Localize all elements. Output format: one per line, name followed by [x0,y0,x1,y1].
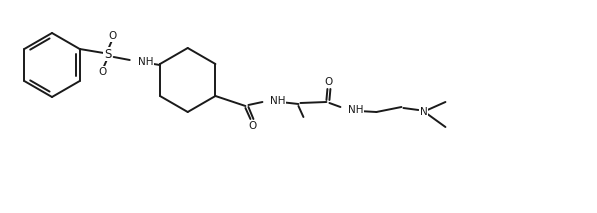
Text: O: O [324,77,333,87]
Text: N: N [420,107,427,117]
Text: O: O [109,31,117,41]
Text: NH: NH [138,57,153,67]
Text: NH: NH [349,105,364,115]
Text: NH: NH [270,96,286,106]
Text: S: S [104,47,112,60]
Text: O: O [99,67,107,77]
Text: O: O [248,121,257,131]
